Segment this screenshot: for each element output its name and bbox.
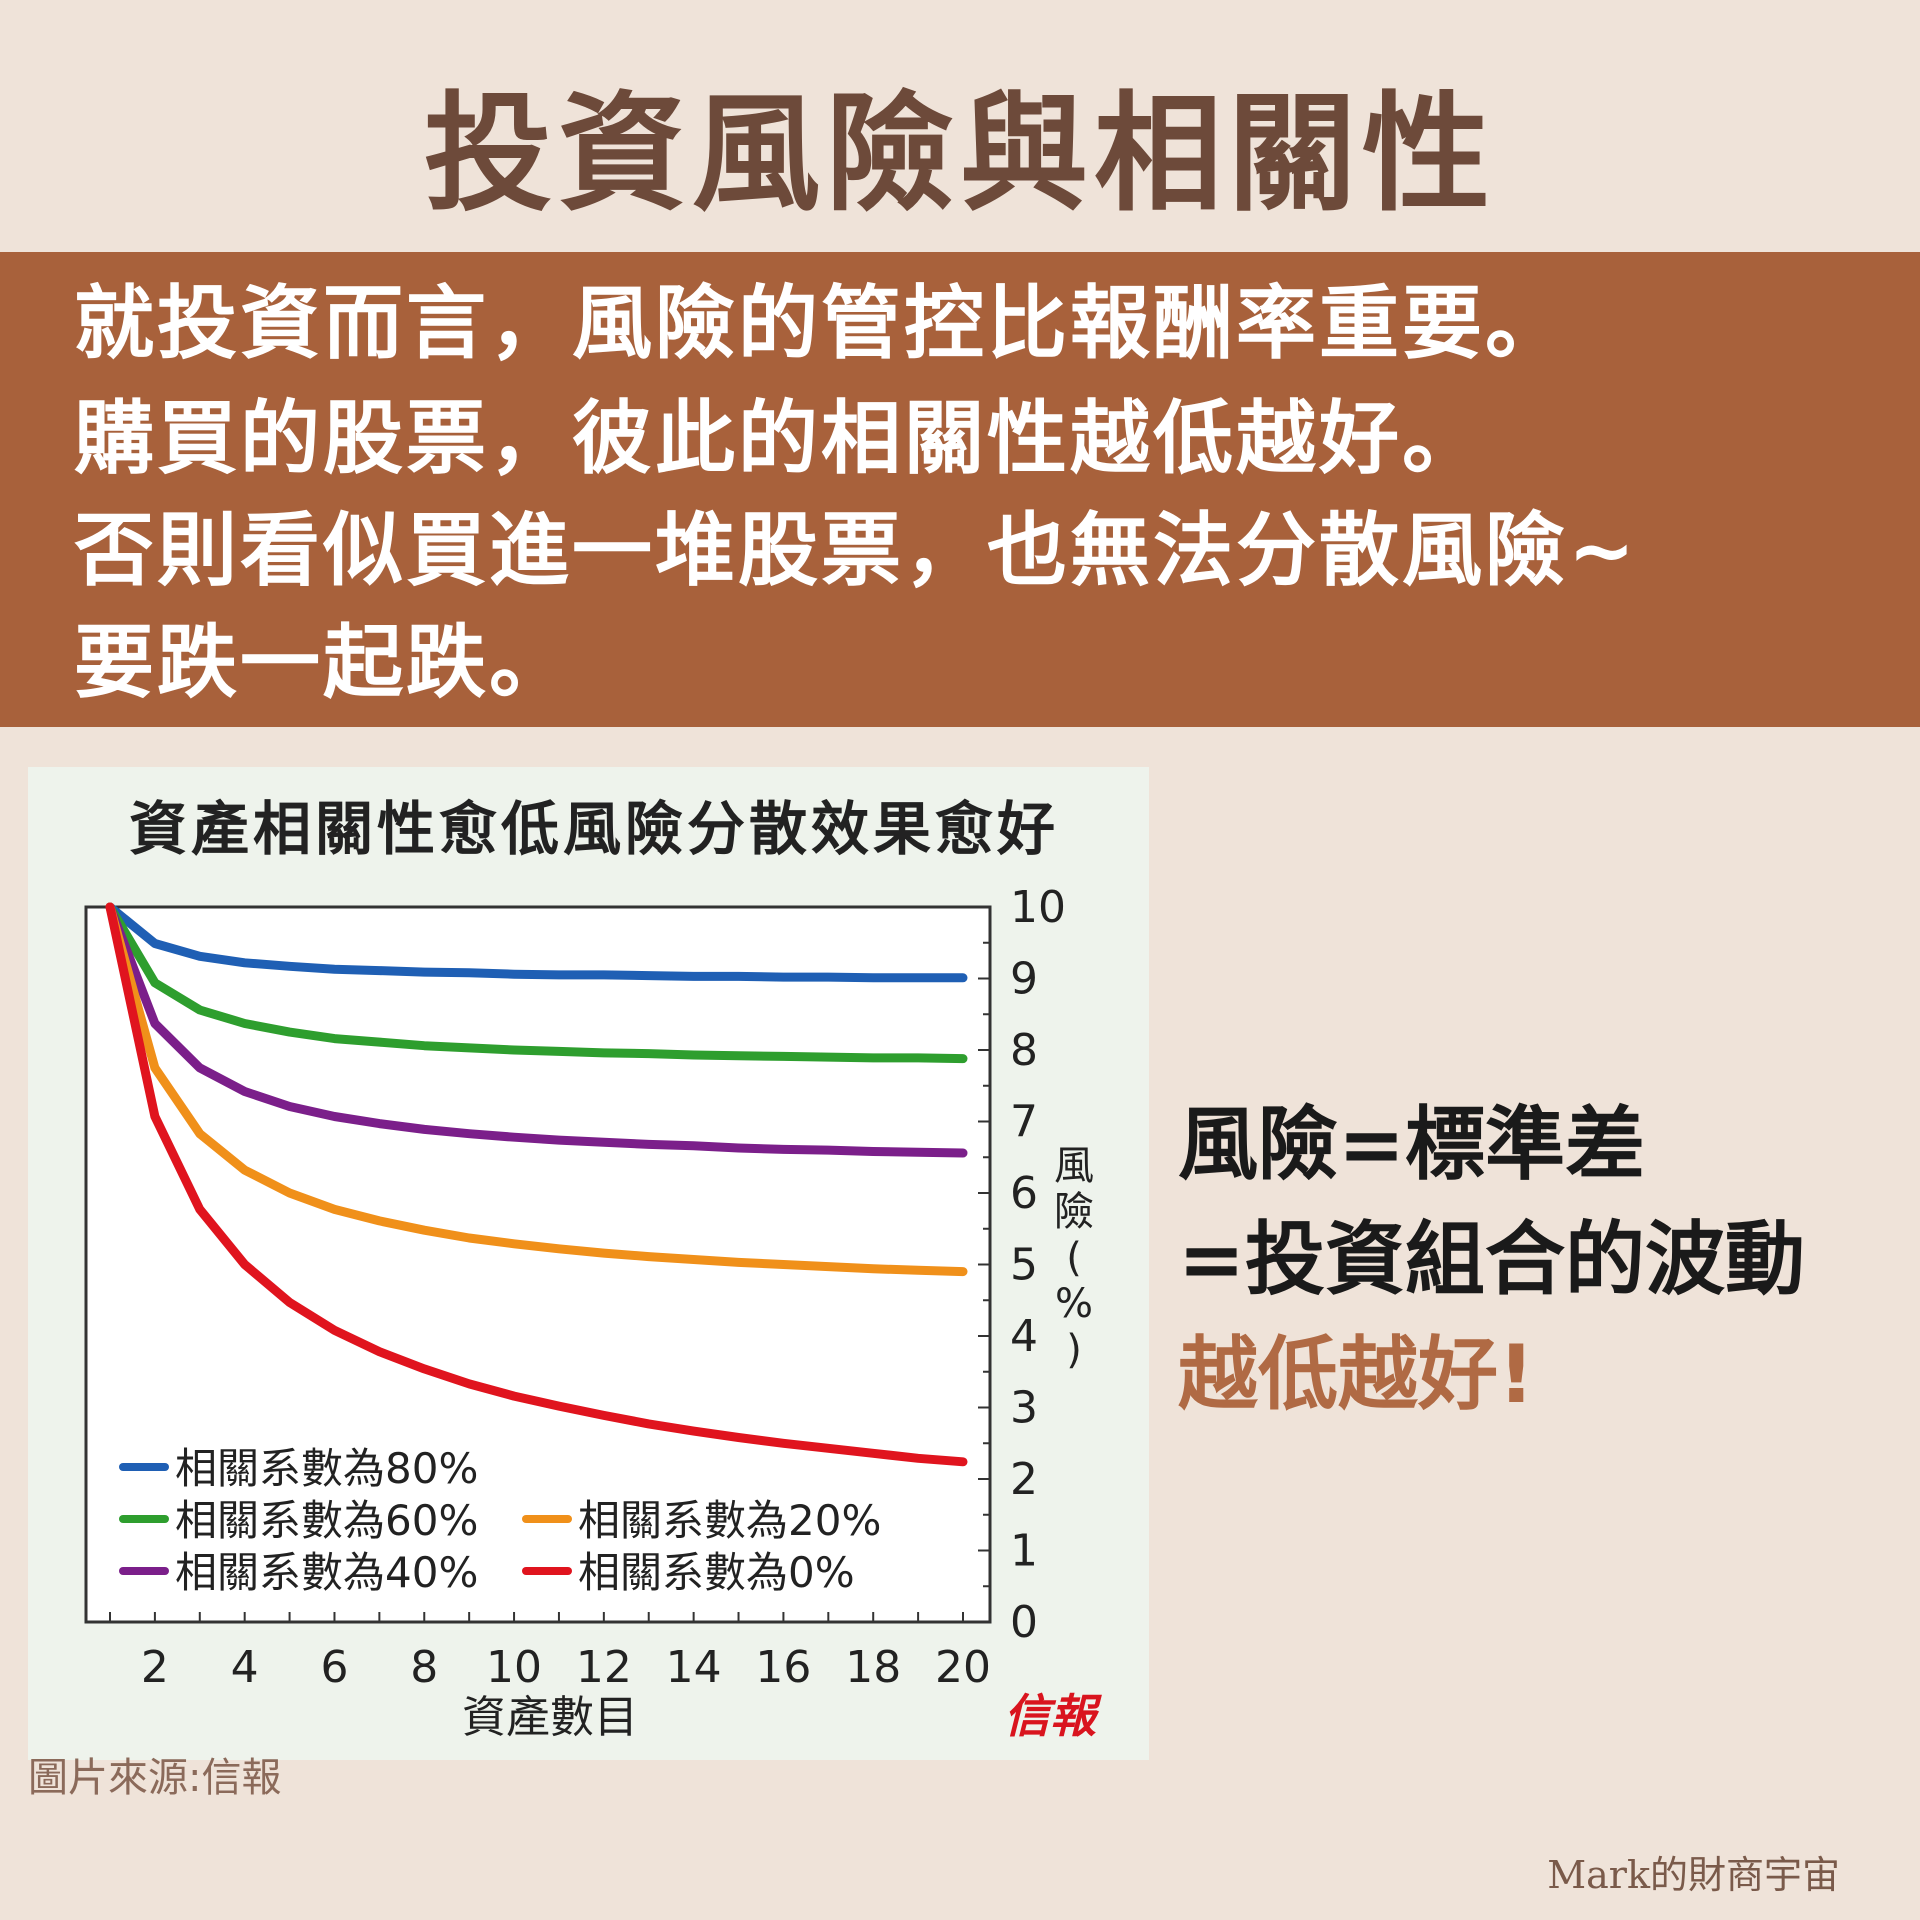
series-line-2 xyxy=(105,902,968,1158)
y-tick-label: 10 xyxy=(1010,882,1066,933)
y-tick-label: 8 xyxy=(1010,1025,1038,1076)
x-tick-label: 4 xyxy=(231,1642,259,1693)
series-line-3 xyxy=(105,902,968,1277)
legend-label-3: 相關系數為20% xyxy=(578,1496,881,1545)
x-tick-label: 18 xyxy=(845,1642,901,1693)
series-line-4 xyxy=(105,902,968,1467)
x-tick-label: 14 xyxy=(666,1642,722,1693)
x-tick-label: 2 xyxy=(141,1642,169,1693)
risk-correlation-chart: 資產相關性愈低風險分散效果愈好 2 4 6 8 10 12 14 16 18 2001234567… xyxy=(84,795,1102,1743)
brand-signature: Mark的財商宇宙 xyxy=(1547,1853,1840,1897)
risk-definition-line-3: 越低越好! xyxy=(1178,1328,1535,1421)
x-tick-label: 10 xyxy=(486,1642,542,1693)
page-title: 投資風險與相關性 xyxy=(423,80,1496,229)
image-source-note: 圖片來源:信報 xyxy=(28,1755,282,1801)
y-tick-label: 9 xyxy=(1010,954,1038,1005)
watermark-logo: 信報 xyxy=(1004,1689,1102,1743)
y-tick-label: 5 xyxy=(1010,1240,1038,1291)
x-tick-label: 6 xyxy=(320,1642,348,1693)
legend-label-1: 相關系數為60% xyxy=(175,1496,478,1545)
banner-line-3: 否則看似買進一堆股票，也無法分散風險~ xyxy=(74,504,1639,597)
risk-definition-line-1: 風險=標準差 xyxy=(1178,1098,1646,1191)
chart-panel: 資產相關性愈低風險分散效果愈好 2 4 6 8 10 12 14 16 18 20 0 1 2 3 4 5 6 7… xyxy=(28,767,1149,1760)
y-tick-label: 6 xyxy=(1010,1168,1038,1219)
series-line-0 xyxy=(105,902,968,983)
chart-title: 資產相關性愈低風險分散效果愈好 xyxy=(129,795,1059,863)
banner-line-4: 要跌一起跌。 xyxy=(74,616,572,709)
banner-line-2: 購買的股票，彼此的相關性越低越好。 xyxy=(74,392,1485,485)
x-tick-label: 20 xyxy=(935,1642,991,1693)
legend-label-2: 相關系數為40% xyxy=(175,1548,478,1597)
x-tick-label: 8 xyxy=(410,1642,438,1693)
x-axis-label: 資產數目 xyxy=(462,1692,638,1743)
y-tick-label: 3 xyxy=(1010,1383,1038,1434)
legend-label-4: 相關系數為0% xyxy=(578,1548,855,1597)
y-tick-label: 1 xyxy=(1010,1526,1038,1577)
x-tick-label: 16 xyxy=(755,1642,811,1693)
risk-definition-line-2: =投資組合的波動 xyxy=(1178,1213,1806,1306)
banner-line-1: 就投資而言，風險的管控比報酬率重要。 xyxy=(74,277,1568,370)
y-tick-label: 2 xyxy=(1010,1454,1038,1505)
y-tick-label: 0 xyxy=(1010,1597,1038,1648)
y-tick-label: 4 xyxy=(1010,1311,1038,1362)
y-axis-label: 風險(%) xyxy=(1054,1143,1094,1373)
series-line-1 xyxy=(105,902,968,1064)
y-tick-label: 7 xyxy=(1010,1097,1038,1148)
legend-label-0: 相關系數為80% xyxy=(175,1444,478,1493)
intro-banner: 就投資而言，風險的管控比報酬率重要。 購買的股票，彼此的相關性越低越好。 否則看… xyxy=(0,252,1920,727)
x-tick-label: 12 xyxy=(576,1642,632,1693)
